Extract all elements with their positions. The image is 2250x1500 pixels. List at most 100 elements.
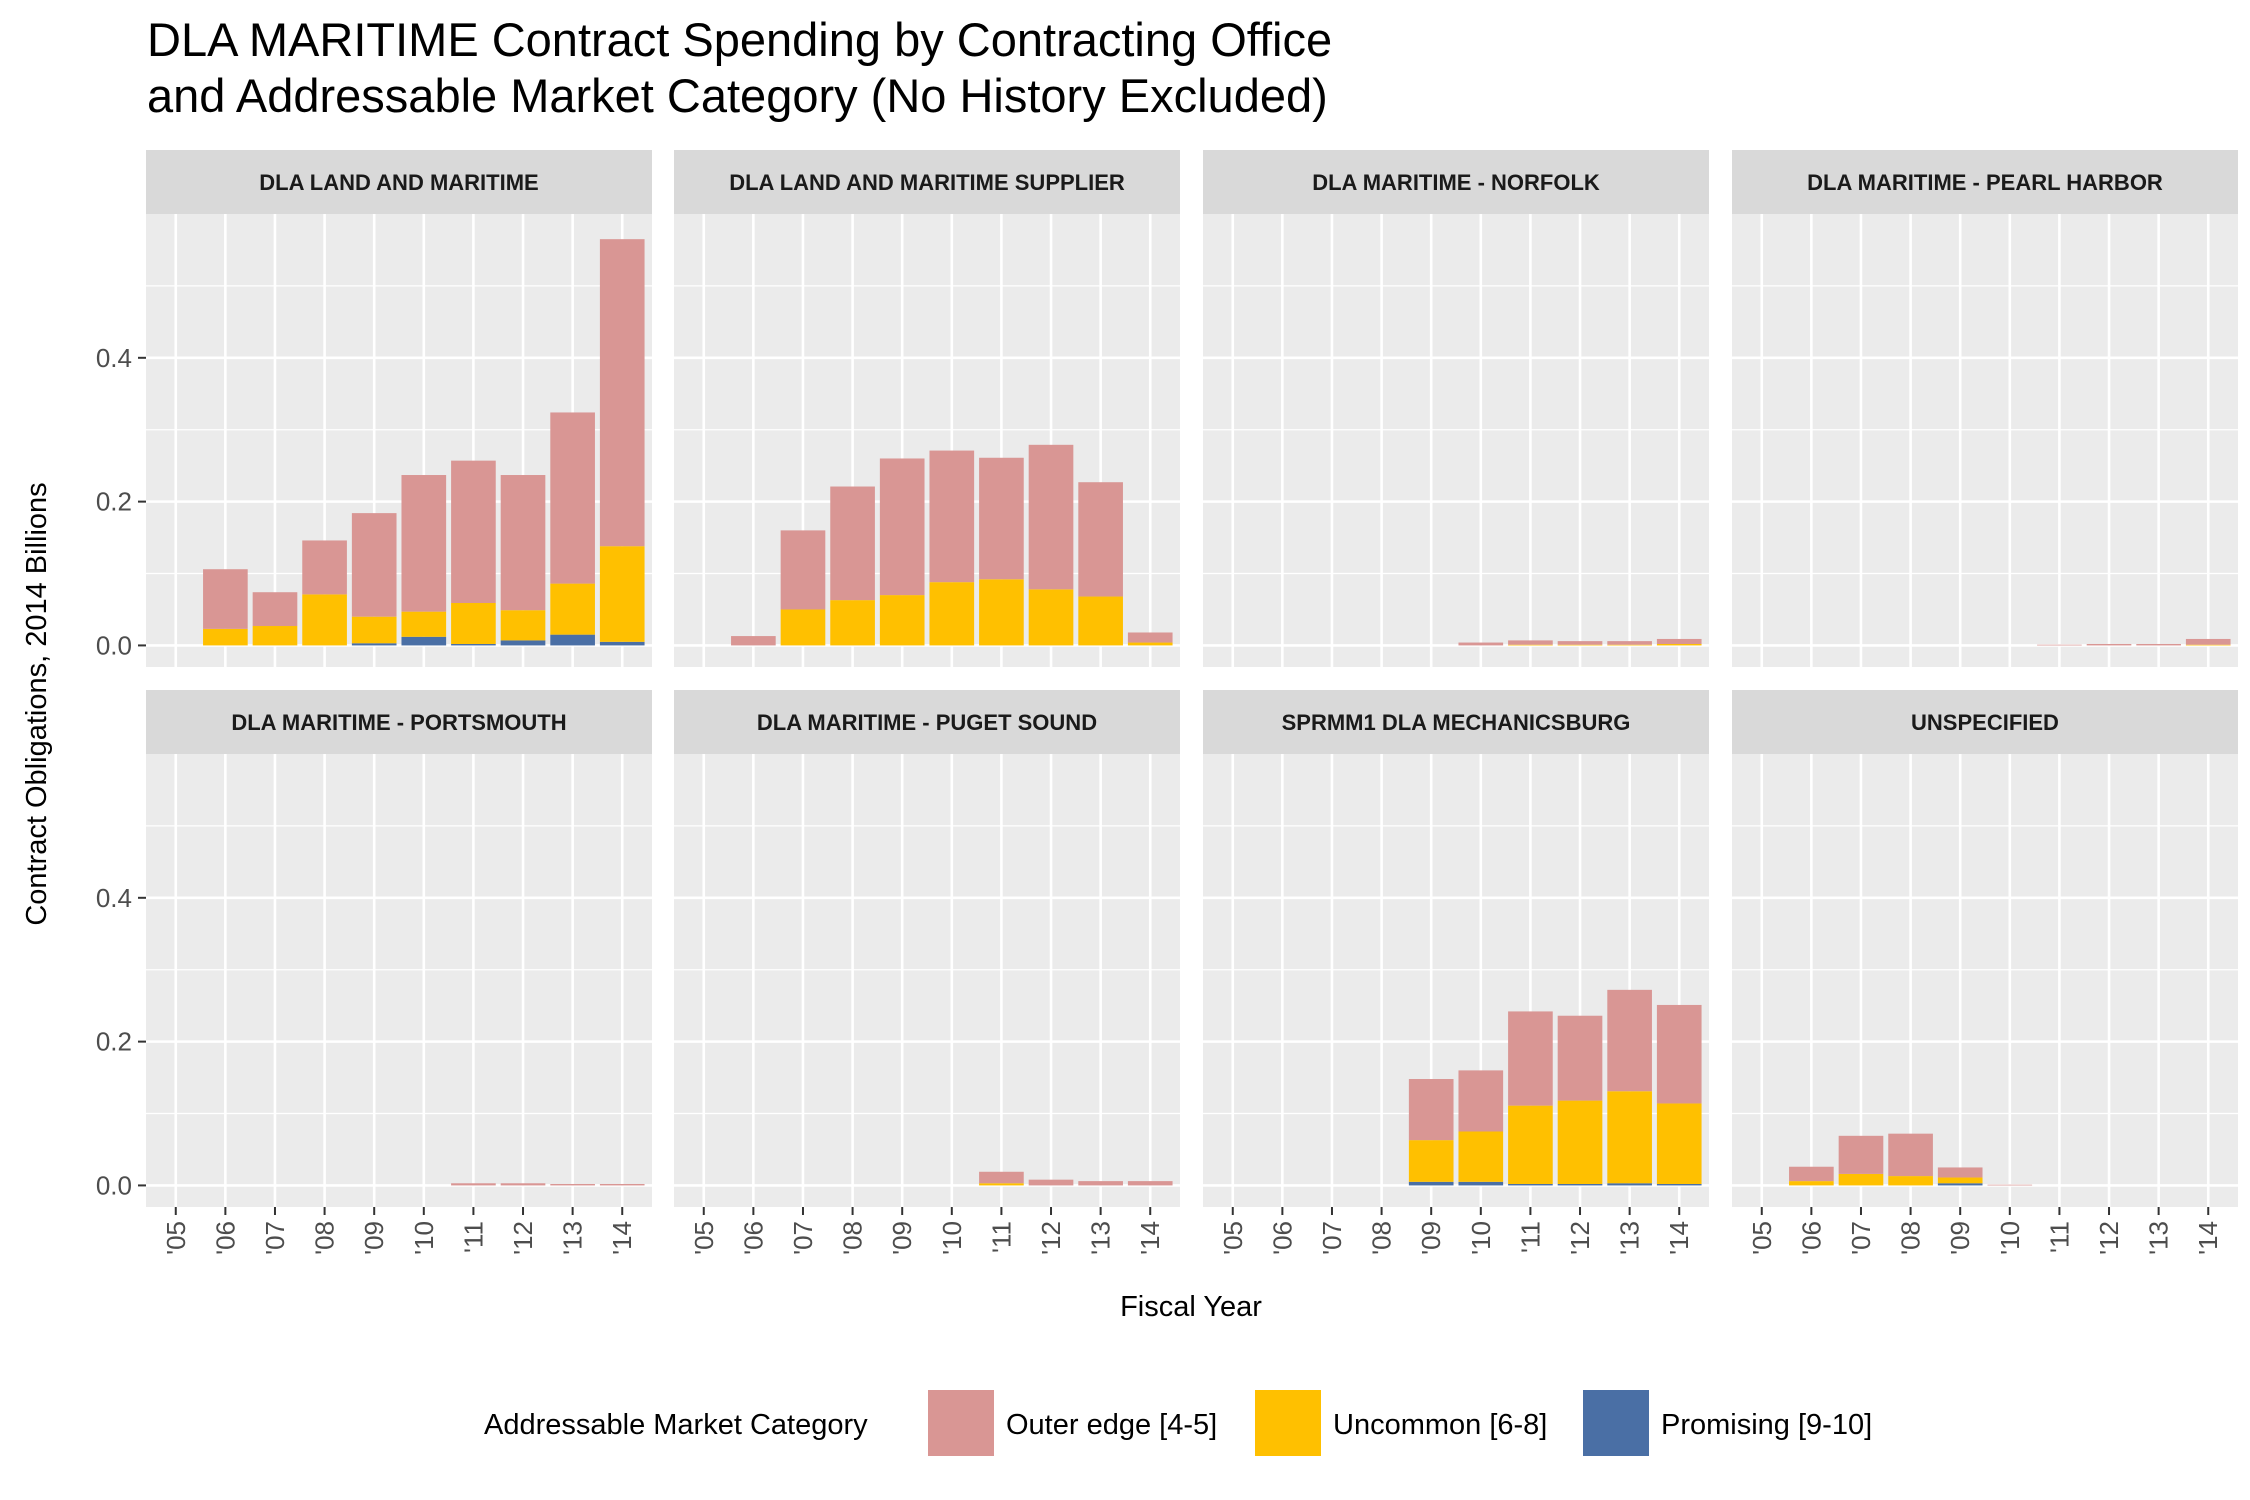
facet-strip-label: DLA MARITIME - NORFOLK [1312,170,1600,195]
bar-segment [1127,1181,1173,1186]
facet-strip-label: DLA MARITIME - PORTSMOUTH [231,710,566,735]
bar-segment [1127,642,1173,646]
panel-background [674,754,1180,1207]
bar-segment [451,603,496,644]
x-tick-label: '13 [558,1221,588,1255]
bar-segment [2136,643,2181,646]
bar-segment [500,640,546,646]
bar-segment [500,610,546,641]
bar-segment [1607,1183,1652,1186]
y-tick-label: 0.0 [96,630,132,660]
y-axis-title: Contract Obligations, 2014 Billions [21,482,53,925]
x-tick-label: '07 [260,1221,290,1255]
bar-segment [252,626,298,646]
bar-segment [1458,1181,1504,1186]
facet-strip [1203,690,1709,754]
bar-segment [1508,640,1553,645]
bar-segment [830,486,875,601]
bar-segment [1838,1135,1884,1174]
x-tick-label: '10 [409,1221,439,1255]
facet-strip [674,150,1180,214]
chart-title-line-2: and Addressable Market Category (No Hist… [147,69,1328,122]
bar-segment [500,475,546,611]
bar-segment [2185,638,2231,645]
x-tick-label: '08 [310,1221,340,1255]
bar-segment [1408,1079,1454,1141]
facet-panel: DLA MARITIME - PEARL HARBOR [1732,150,2238,667]
bar-segment [1607,644,1652,646]
x-tick-label: '05 [161,1221,191,1255]
bar-segment [979,1183,1024,1186]
x-tick-label: '06 [1267,1221,1297,1255]
bar-segment [451,460,496,604]
legend: Addressable Market Category Outer edge [4… [484,1390,1872,1456]
bar-segment [351,616,397,644]
bar-segment [252,592,298,627]
bar-segment [780,609,826,646]
bar-segment [1937,1167,1983,1178]
x-tick-label: '08 [1896,1221,1926,1255]
y-tick-label: 0.4 [96,883,132,913]
bar-segment [1789,1166,1834,1182]
x-tick-label: '14 [1664,1221,1694,1255]
bar-segment [401,636,447,646]
bar-segment [401,475,447,612]
bar-segment [203,628,248,646]
bar-segment [1607,1091,1652,1184]
x-tick-label: '06 [738,1221,768,1255]
legend-key [928,1390,994,1456]
x-tick-label: '06 [210,1221,240,1255]
bar-segment [1987,1184,2033,1186]
bar-segment [929,582,975,646]
bar-segment [550,634,595,646]
bar-segment [1888,1133,1933,1177]
x-tick-label: '12 [1565,1221,1595,1255]
facet-strip [1203,150,1709,214]
x-tick-label: '12 [1036,1221,1066,1255]
bar-segment [550,583,595,635]
facet-panel: DLA MARITIME - PORTSMOUTH 0.0 0.2 0.4 '05 '06… [96,690,652,1255]
bar-segment [1028,1179,1074,1186]
bar-segment [302,594,347,646]
bar-segment [1937,1177,1983,1184]
x-tick-label: '11 [2044,1221,2074,1253]
x-tick-label: '05 [1747,1221,1777,1255]
x-tick-label: '08 [838,1221,868,1255]
bar-segment [1028,444,1074,590]
facet-strip-label: DLA MARITIME - PUGET SOUND [757,710,1097,735]
bar-segment [451,1183,496,1186]
bar-segment [879,458,925,596]
y-tick-label: 0.2 [96,487,132,517]
bar-segment [1557,1015,1603,1101]
y-tick-label: 0.0 [96,1170,132,1200]
bar-segment [599,546,645,642]
x-tick-label: '11 [458,1221,488,1253]
bar-segment [879,595,925,646]
facet-panel: DLA MARITIME - NORFOLK [1203,150,1709,667]
bar-segment [1028,589,1074,646]
facet-strip-label: DLA MARITIME - PEARL HARBOR [1807,170,2163,195]
bar-segment [599,1183,645,1186]
bar-segment [401,611,447,637]
bar-segment [979,457,1024,580]
bar-segment [1508,644,1553,646]
bar-segment [1508,1011,1553,1106]
x-tick-label: '11 [1515,1221,1545,1253]
facet-panel: SPRMM1 DLA MECHANICSBURG '05 '06 '07 '08 '09 '… [1203,690,1709,1255]
facet-strip [1732,150,2238,214]
x-axis-title: Fiscal Year [1120,1291,1262,1323]
bar-segment [1557,644,1603,646]
bar-segment [351,643,397,646]
panel-background [146,754,652,1207]
x-tick-label: '13 [1086,1221,1116,1255]
bar-segment [1078,596,1123,646]
x-tick-label: '12 [2094,1221,2124,1255]
bar-segment [1557,1100,1603,1184]
bar-segment [1557,641,1603,645]
panel-background [1203,214,1709,667]
bar-segment [830,600,875,646]
x-tick-label: '08 [1367,1221,1397,1255]
bar-segment [979,579,1024,646]
bar-segment [780,530,826,610]
